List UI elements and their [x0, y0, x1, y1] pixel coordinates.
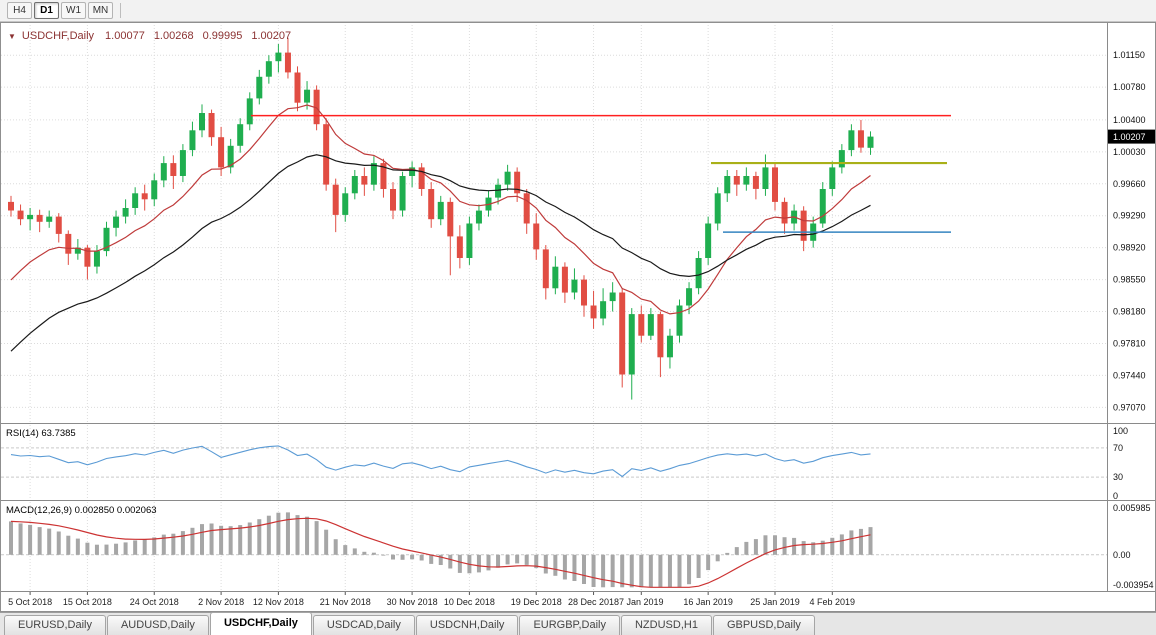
timeframe-d1-button[interactable]: D1	[34, 2, 59, 19]
svg-text:1.00780: 1.00780	[1113, 82, 1146, 92]
low-value: 0.99995	[202, 30, 243, 42]
svg-text:1.01150: 1.01150	[1113, 50, 1145, 60]
timeframe-w1-button[interactable]: W1	[61, 2, 86, 19]
collapse-chart-icon[interactable]: ▼	[8, 31, 16, 41]
moving-averages	[10, 104, 871, 352]
timeframe-mn-button[interactable]: MN	[88, 2, 113, 19]
chart-canvas[interactable]: 1.01150 1.00780 1.00400 1.00030 0.99660 0.992…	[1, 23, 1155, 611]
svg-text:0.98180: 0.98180	[1113, 307, 1146, 317]
tab-usdcnh-daily[interactable]: USDCNH,Daily	[415, 615, 519, 635]
svg-text:25 Jan 2019: 25 Jan 2019	[750, 597, 800, 607]
svg-text:-0.003954: -0.003954	[1113, 580, 1154, 590]
svg-text:70: 70	[1113, 443, 1123, 453]
chart-symbol-label: USDCHF,Daily	[21, 30, 95, 42]
candlestick-series[interactable]	[8, 37, 874, 400]
close-value: 1.00207	[251, 30, 292, 42]
svg-text:0.98920: 0.98920	[1113, 243, 1146, 253]
tab-eurgbp-daily[interactable]: EURGBP,Daily	[519, 615, 620, 635]
svg-text:30 Nov 2018: 30 Nov 2018	[387, 597, 438, 607]
svg-text:12 Nov 2018: 12 Nov 2018	[253, 597, 304, 607]
chart-tab-bar: EURUSD,Daily AUDUSD,Daily USDCHF,Daily U…	[0, 612, 1156, 635]
open-value: 1.00077	[105, 30, 145, 42]
tab-usdchf-daily[interactable]: USDCHF,Daily	[209, 612, 312, 635]
chart-grid	[1, 25, 1107, 590]
toolbar-separator	[120, 3, 121, 18]
svg-text:10 Dec 2018: 10 Dec 2018	[444, 597, 495, 607]
svg-text:RSI(14) 63.7385: RSI(14) 63.7385	[6, 428, 76, 439]
svg-text:30: 30	[1113, 472, 1123, 482]
tab-usdcad-daily[interactable]: USDCAD,Daily	[312, 615, 415, 635]
tab-eurusd-daily[interactable]: EURUSD,Daily	[4, 615, 106, 635]
svg-text:0.97070: 0.97070	[1113, 402, 1146, 412]
svg-text:5 Oct 2018: 5 Oct 2018	[8, 597, 52, 607]
svg-text:21 Nov 2018: 21 Nov 2018	[320, 597, 371, 607]
svg-text:0.005985: 0.005985	[1113, 503, 1151, 513]
svg-text:0: 0	[1113, 491, 1118, 501]
current-price-badge: 1.00207	[1108, 129, 1155, 144]
svg-text:28 Dec 2018: 28 Dec 2018	[568, 597, 619, 607]
svg-text:0.97810: 0.97810	[1113, 338, 1146, 348]
pane-separators[interactable]	[1, 423, 1155, 592]
svg-text:0.99290: 0.99290	[1113, 211, 1146, 221]
svg-text:1.00030: 1.00030	[1113, 147, 1146, 157]
price-axis[interactable]: 1.01150 1.00780 1.00400 1.00030 0.99660 0.992…	[1107, 23, 1146, 591]
timeframe-toolbar: H4 D1 W1 MN	[0, 0, 1156, 22]
rsi-indicator: 100 70 30 0 RSI(14) 63.7385	[1, 426, 1128, 501]
svg-text:1.00207: 1.00207	[1113, 132, 1146, 142]
svg-text:100: 100	[1113, 426, 1128, 436]
svg-text:2 Nov 2018: 2 Nov 2018	[198, 597, 244, 607]
svg-text:15 Oct 2018: 15 Oct 2018	[63, 597, 112, 607]
tab-audusd-daily[interactable]: AUDUSD,Daily	[106, 615, 209, 635]
svg-text:0.97440: 0.97440	[1113, 370, 1146, 380]
svg-text:19 Dec 2018: 19 Dec 2018	[511, 597, 562, 607]
svg-text:MACD(12,26,9) 0.002850 0.00206: MACD(12,26,9) 0.002850 0.002063	[6, 505, 157, 516]
chart-header: ▼ USDCHF,Daily 1.00077 1.00268 0.99995 1…	[8, 30, 300, 42]
tab-gbpusd-daily[interactable]: GBPUSD,Daily	[712, 615, 815, 635]
svg-text:24 Oct 2018: 24 Oct 2018	[130, 597, 179, 607]
chart-window: 1.01150 1.00780 1.00400 1.00030 0.99660 0.992…	[0, 22, 1156, 612]
svg-text:0.98550: 0.98550	[1113, 275, 1146, 285]
date-axis[interactable]: 5 Oct 2018 15 Oct 2018 24 Oct 2018 2 Nov 20…	[8, 591, 855, 607]
tab-nzdusd-h1[interactable]: NZDUSD,H1	[620, 615, 712, 635]
horizontal-line-objects[interactable]	[251, 114, 951, 233]
timeframe-h4-button[interactable]: H4	[7, 2, 32, 19]
high-value: 1.00268	[153, 30, 194, 42]
svg-text:1.00400: 1.00400	[1113, 115, 1146, 125]
svg-text:4 Feb 2019: 4 Feb 2019	[810, 597, 856, 607]
svg-text:7 Jan 2019: 7 Jan 2019	[619, 597, 664, 607]
svg-text:16 Jan 2019: 16 Jan 2019	[683, 597, 733, 607]
macd-indicator: 0.005985 0.00 -0.003954 MACD(12,26,9) 0.002…	[1, 503, 1154, 590]
svg-text:0.00: 0.00	[1113, 550, 1131, 560]
svg-text:0.99660: 0.99660	[1113, 179, 1146, 189]
